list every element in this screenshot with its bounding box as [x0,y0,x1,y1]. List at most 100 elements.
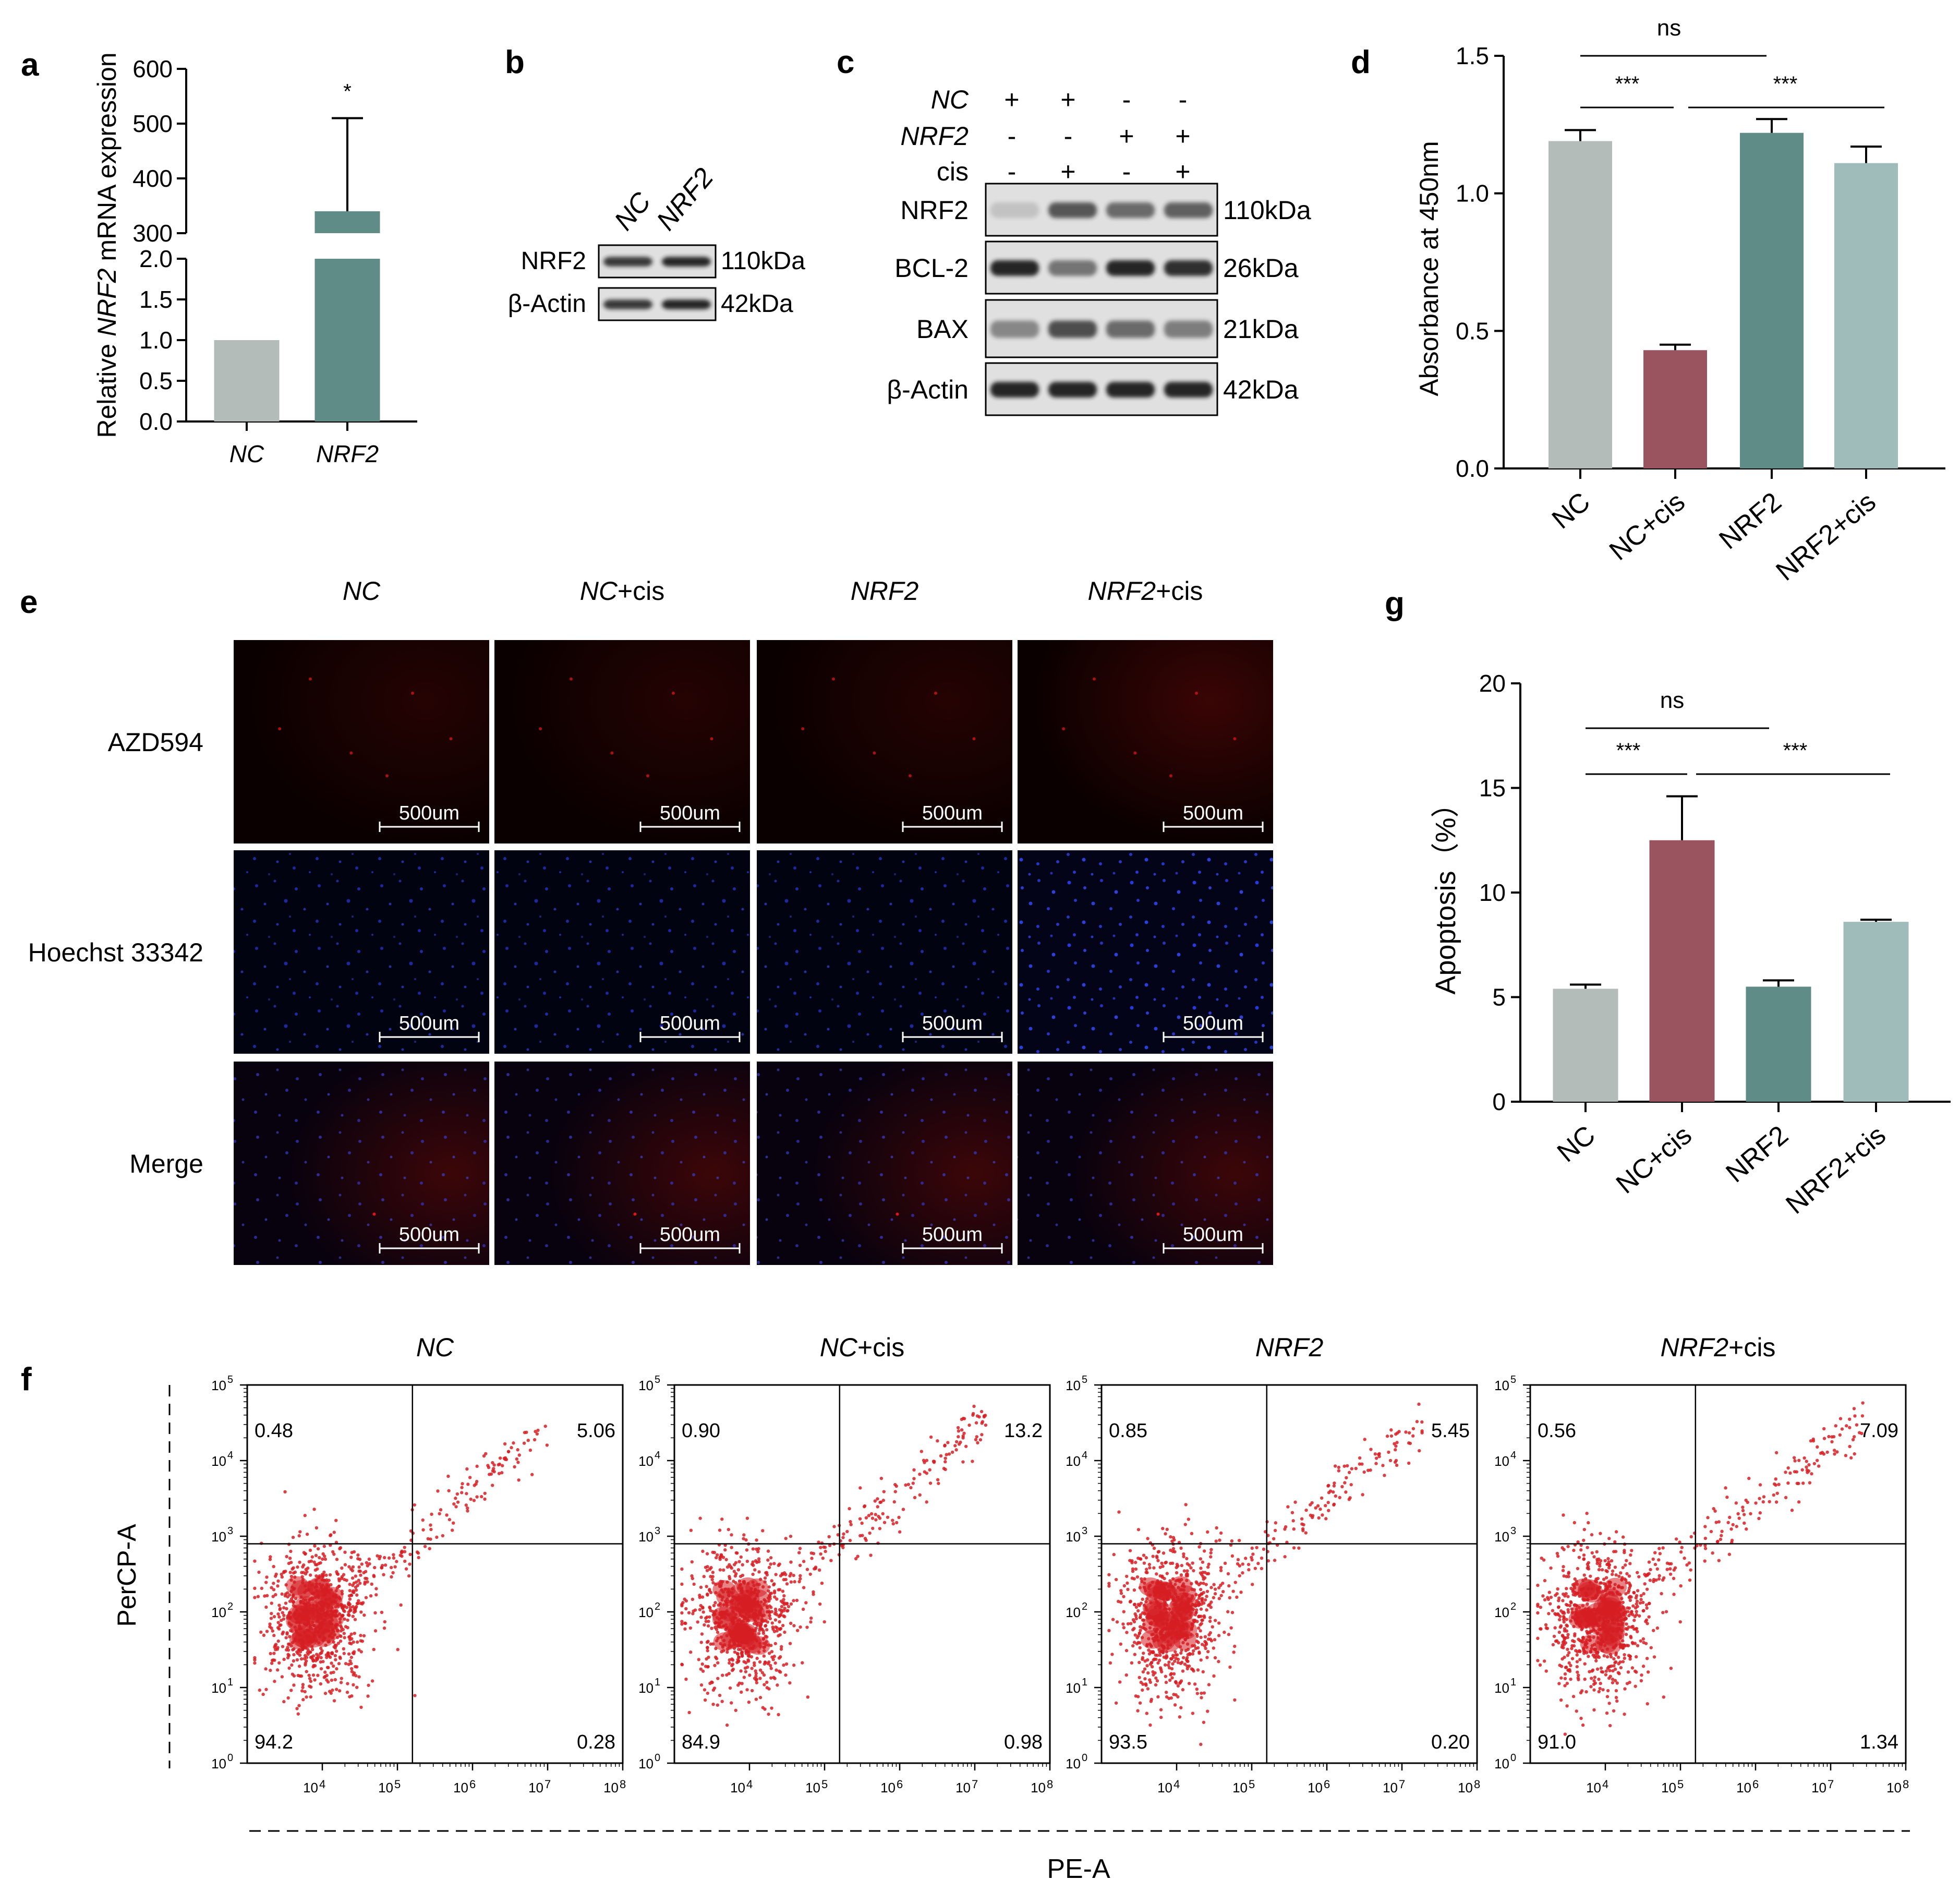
column-title-0-part-0: NC [343,576,381,606]
scatter-point [1132,1577,1136,1581]
scatter-point [1150,1665,1154,1669]
scatter-point [1641,1637,1646,1641]
scatter-point [1236,1558,1240,1562]
x-tick-base: 10 [1811,1780,1826,1795]
scatter-point [771,1625,775,1629]
scatter-point [1333,1464,1337,1468]
scatter-point [1582,1527,1587,1532]
scatter-point [705,1569,709,1572]
scatter-point [789,1534,793,1538]
scatter-point [1689,1568,1692,1572]
scatter-point [447,1517,452,1522]
scatter-point [1407,1431,1411,1435]
scatter-point [1833,1452,1836,1456]
scatter-point [349,1632,353,1636]
scatter-point [292,1566,295,1570]
scatter-point [277,1615,281,1619]
scatter-point [1611,1681,1615,1684]
scatter-point [1729,1527,1733,1531]
scatter-point [486,1464,490,1467]
x-tick-label-2: NRF2 [1720,1120,1794,1189]
scatter-point [745,1516,749,1520]
scatter-point [354,1674,358,1678]
scatter-point [1612,1709,1616,1713]
scatter-point [1679,1550,1683,1554]
scatter-point [779,1647,783,1651]
scatter-point [1774,1483,1777,1487]
scatter-point [504,1457,509,1462]
scatter-point [740,1650,744,1654]
scatter-point [1636,1630,1639,1633]
scatter-point [1233,1644,1237,1648]
scatter-point [332,1670,335,1674]
scatter-point [1191,1652,1195,1656]
scatter-point [1599,1681,1602,1685]
scatter-point [817,1568,821,1572]
scatter-point [699,1641,703,1644]
red-speck [896,1212,899,1216]
y-axis-label: Apoptosis（%） [1430,789,1461,994]
scatter-point [1561,1599,1565,1602]
scatter-point [1147,1562,1152,1566]
scatter-point [1253,1566,1257,1570]
scatter-point [276,1639,280,1643]
scatter-point [1179,1573,1183,1577]
scatter-point [684,1677,688,1681]
scatter-point [780,1610,783,1614]
scatter-point [1196,1646,1200,1650]
scatter-point [706,1691,710,1695]
scatter-point [758,1660,762,1664]
scatter-point [301,1685,305,1690]
scatter-point [769,1556,773,1560]
scatter-point [1555,1551,1559,1556]
y-tick-exp: 3 [227,1525,233,1537]
scatter-point [304,1552,307,1556]
sign-0: + [1004,85,1019,114]
scatter-point [268,1625,272,1629]
scatter-point [1164,1656,1168,1660]
blot-band-0 [990,202,1039,218]
scatter-point [758,1668,763,1672]
scatter-point [274,1593,277,1597]
scatter-point [316,1673,320,1677]
scatter-point [430,1512,433,1516]
scatter-point [891,1519,894,1522]
scatter-point [1630,1641,1635,1645]
scatter-point [701,1606,705,1610]
scatter-point [1638,1614,1641,1618]
scatter-point [1186,1653,1190,1657]
scatter-point [789,1560,793,1564]
scatter-point [1614,1696,1618,1700]
scatter-point [306,1648,310,1652]
scatter-point [316,1547,320,1551]
scatter-point [1592,1708,1596,1712]
scatter-point [1189,1566,1193,1570]
scatter-point [901,1508,905,1511]
scatter-point [751,1560,755,1564]
scatter-point [1314,1506,1317,1510]
scatter-point [962,1431,966,1435]
scatter-point [353,1631,356,1635]
scatter-point [1324,1517,1328,1521]
scatter-point [354,1588,358,1592]
scatter-point [775,1597,779,1601]
scatter-point [1861,1401,1865,1405]
scatter-point [1617,1574,1621,1578]
x-tick-exp: 4 [319,1778,325,1791]
scatter-point [289,1549,293,1553]
scatter-point [713,1601,717,1605]
scatter-point [710,1577,714,1582]
scatter-point [878,1500,882,1504]
scatter-point [413,1694,417,1697]
scatter-point [1614,1689,1618,1693]
scatter-point [711,1702,715,1706]
scatter-point [1628,1657,1632,1661]
micrograph-r2-c1: 500um [494,1062,750,1265]
scatter-point [769,1592,773,1595]
scatter-point [701,1610,705,1614]
scatter-point [827,1535,831,1539]
scatter-point [1373,1452,1377,1456]
scatter-point [286,1653,290,1656]
quadrant-ll: 84.9 [682,1731,720,1753]
scatter-point [1180,1563,1184,1568]
